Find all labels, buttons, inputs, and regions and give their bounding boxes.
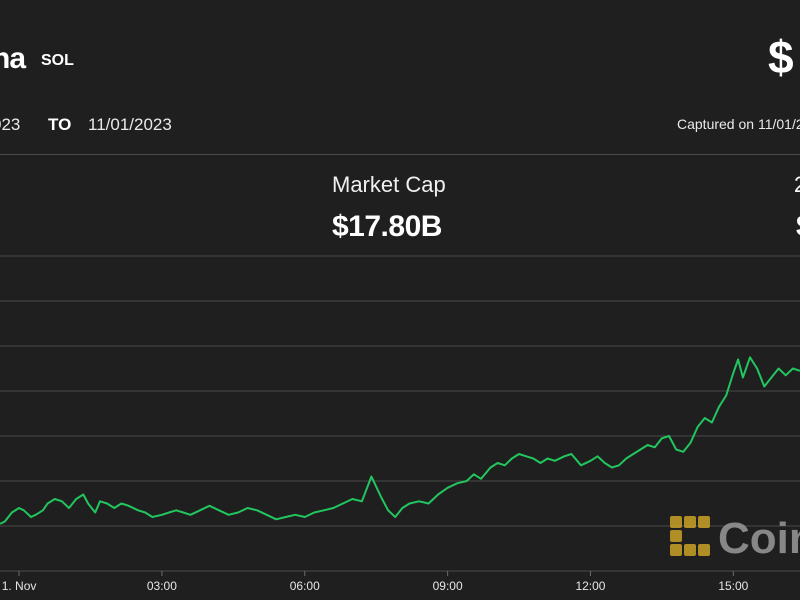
x-tick-label: 12:00 [575,579,605,593]
date-to: 11/01/2023 [88,115,172,134]
header-divider [0,154,800,155]
watermark-text: Coin [718,514,800,563]
volume-label: 2 [794,172,800,198]
asset-name: na [0,42,26,75]
asset-symbol: SOL [41,52,74,69]
market-cap-label: Market Cap [332,172,446,197]
x-tick-label: 09:00 [433,579,463,593]
x-tick-label: 1. Nov [2,579,37,593]
date-from: 023 [0,115,21,134]
price-series-line [0,356,800,525]
x-tick-label: 15:00 [718,579,748,593]
x-tick-label: 03:00 [147,579,177,593]
volume-value: $ [796,210,800,244]
current-price: $ [768,31,794,83]
date-separator: TO [48,115,72,134]
coindesk-logo-icon [670,516,710,556]
market-cap-value: $17.80B [332,210,442,243]
captured-timestamp: Captured on 11/01/2 [677,116,800,132]
x-tick-label: 06:00 [290,579,320,593]
coindesk-watermark: Coin [668,514,800,563]
